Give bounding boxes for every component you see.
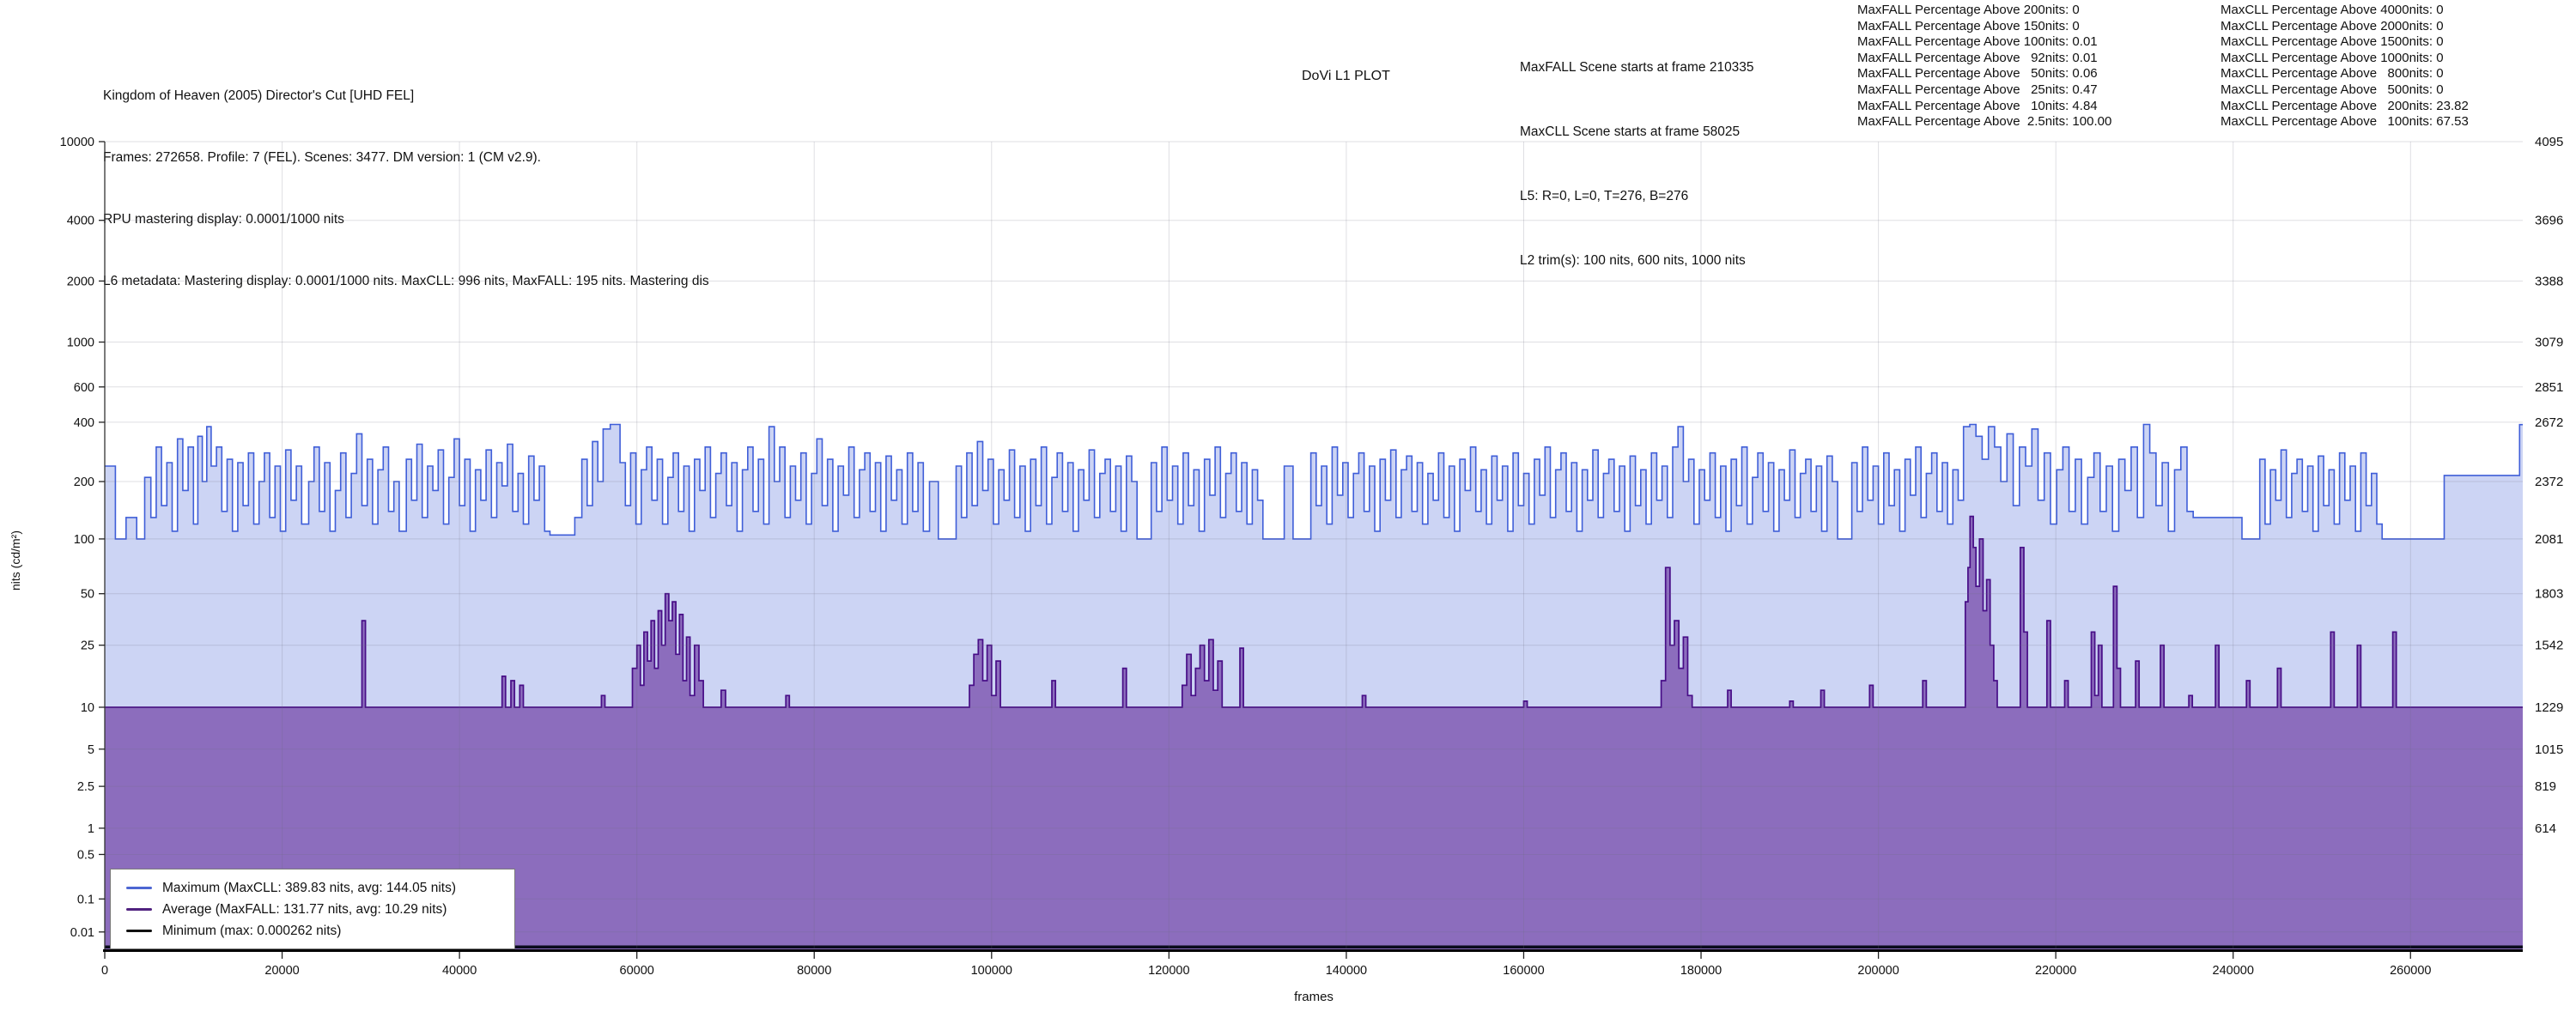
header-frames-line: Frames: 272658. Profile: 7 (FEL). Scenes…	[103, 150, 541, 165]
pq-code-label: 3079	[2535, 336, 2563, 350]
x-tick-label: 120000	[1148, 964, 1189, 978]
x-tick-label: 180000	[1680, 964, 1722, 978]
y-tick-label: 10	[81, 701, 94, 715]
x-tick-label: 140000	[1326, 964, 1367, 978]
x-axis-label: frames	[1294, 990, 1334, 1004]
maxcll-percentage-line-7: MaxCLL Percentage Above 100nits: 67.53	[2221, 114, 2469, 130]
maxfall-scene-line: MaxFALL Scene starts at frame 210335	[1520, 60, 1754, 75]
x-tick-label: 260000	[2390, 964, 2431, 978]
pq-code-label: 1542	[2535, 639, 2563, 653]
x-tick-label: 100000	[971, 964, 1012, 978]
plot-series-group	[105, 423, 2523, 949]
maxcll-percentage-line-1: MaxCLL Percentage Above 2000nits: 0	[2221, 18, 2444, 33]
x-tick-label: 0	[101, 964, 108, 978]
gridlines	[105, 141, 2523, 949]
x-tick-label: 60000	[620, 964, 654, 978]
x-tick-label: 160000	[1503, 964, 1544, 978]
x-tick-label: 240000	[2213, 964, 2254, 978]
pq-code-label: 3696	[2535, 214, 2563, 228]
maxcll-percentage-line-2: MaxCLL Percentage Above 1500nits: 0	[2221, 34, 2444, 50]
maxfall-percentage-line-5: MaxFALL Percentage Above 25nits: 0.47	[1857, 82, 2098, 97]
maxfall-percentage-line-1: MaxFALL Percentage Above 150nits: 0	[1857, 18, 2080, 33]
y-tick-label: 50	[81, 588, 94, 602]
y-tick-label: 5	[88, 743, 94, 757]
maximum-series-line	[105, 423, 2523, 540]
legend-row-average: Average (MaxFALL: 131.77 nits, avg: 10.2…	[119, 899, 506, 920]
legend-row-maximum: Maximum (MaxCLL: 389.83 nits, avg: 144.0…	[119, 877, 506, 899]
y-tick-label: 1000	[67, 336, 94, 350]
minimum-line-swatch	[126, 929, 152, 933]
maxfall-percentage-line-7: MaxFALL Percentage Above 2.5nits: 100.00	[1857, 114, 2112, 130]
maxfall-percentage-line-6: MaxFALL Percentage Above 10nits: 4.84	[1857, 98, 2098, 113]
pq-code-label: 2672	[2535, 415, 2563, 430]
y-tick-label: 2.5	[77, 780, 94, 794]
maxfall-percentage-line-4: MaxFALL Percentage Above 50nits: 0.06	[1857, 66, 2098, 82]
maxcll-percentage-line-5: MaxCLL Percentage Above 500nits: 0	[2221, 82, 2444, 97]
maxfall-percentages: MaxFALL Percentage Above 200nits: 0 MaxFA…	[1857, 3, 2111, 130]
y-axis-label: nits (cd/m²)	[9, 530, 22, 591]
average-series-line	[105, 515, 2523, 708]
y-tick-label: 0.5	[77, 848, 94, 862]
pq-code-label: 3388	[2535, 274, 2563, 288]
maxcll-scene-line: MaxCLL Scene starts at frame 58025	[1520, 124, 1741, 139]
y-tick-label: 600	[74, 381, 94, 395]
pq-code-label: 1015	[2535, 742, 2563, 757]
y-tick-label: 2000	[67, 275, 94, 288]
y-tick-label: 4000	[67, 215, 94, 228]
average-line-swatch	[126, 907, 152, 912]
maxfall-percentage-line-0: MaxFALL Percentage Above 200nits: 0	[1857, 3, 2080, 17]
y-tick-label: 25	[81, 639, 94, 653]
y-tick-label: 100	[74, 533, 94, 547]
header-rpu-line: RPU mastering display: 0.0001/1000 nits	[103, 212, 344, 227]
x-tick-label: 220000	[2035, 964, 2076, 978]
x-tick-label: 20000	[264, 964, 299, 978]
pq-code-label: 2372	[2535, 475, 2563, 489]
maximum-line-swatch	[126, 886, 152, 890]
x-tick-label: 40000	[442, 964, 477, 978]
maxcll-percentage-line-3: MaxCLL Percentage Above 1000nits: 0	[2221, 50, 2444, 65]
y-tick-label: 1	[88, 822, 94, 836]
y-tick-label: 10000	[60, 136, 94, 149]
pq-code-label: 4095	[2535, 135, 2563, 149]
legend: Maximum (MaxCLL: 389.83 nits, avg: 144.0…	[110, 869, 515, 949]
legend-average-label: Average (MaxFALL: 131.77 nits, avg: 10.2…	[162, 901, 447, 917]
pq-code-label: 2081	[2535, 532, 2563, 547]
header-info: Kingdom of Heaven (2005) Director's Cut …	[103, 45, 709, 312]
l2-trims-line: L2 trim(s): 100 nits, 600 nits, 1000 nit…	[1520, 253, 1746, 268]
scene-info-block: MaxFALL Scene starts at frame 210335 Max…	[1520, 14, 1754, 293]
plot-title: DoVi L1 PLOT	[1302, 69, 1390, 83]
pq-code-label: 1803	[2535, 587, 2563, 602]
y-tick-label: 0.1	[77, 893, 94, 906]
y-tick-label: 200	[74, 476, 94, 489]
maxcll-percentage-line-4: MaxCLL Percentage Above 800nits: 0	[2221, 66, 2444, 82]
legend-minimum-label: Minimum (max: 0.000262 nits)	[162, 923, 342, 938]
maxfall-percentage-line-3: MaxFALL Percentage Above 92nits: 0.01	[1857, 50, 2098, 65]
pq-code-label: 614	[2535, 821, 2556, 836]
average-series-area	[105, 516, 2523, 949]
x-tick-label: 200000	[1857, 964, 1899, 978]
maxcll-percentage-line-0: MaxCLL Percentage Above 4000nits: 0	[2221, 3, 2444, 17]
x-tick-label: 80000	[797, 964, 831, 978]
maxfall-percentage-line-2: MaxFALL Percentage Above 100nits: 0.01	[1857, 34, 2098, 50]
header-title: Kingdom of Heaven (2005) Director's Cut …	[103, 88, 415, 103]
y-tick-label: 0.01	[70, 926, 94, 940]
header-l6-line: L6 metadata: Mastering display: 0.0001/1…	[103, 274, 709, 288]
pq-code-label: 2851	[2535, 380, 2563, 395]
y-tick-label: 400	[74, 416, 94, 430]
pq-code-label: 1229	[2535, 700, 2563, 715]
maxcll-percentages: MaxCLL Percentage Above 4000nits: 0 MaxCL…	[2221, 3, 2469, 130]
maxcll-percentage-line-6: MaxCLL Percentage Above 200nits: 23.82	[2221, 98, 2469, 113]
legend-row-minimum: Minimum (max: 0.000262 nits)	[119, 920, 506, 942]
l5-line: L5: R=0, L=0, T=276, B=276	[1520, 189, 1689, 203]
legend-maximum-label: Maximum (MaxCLL: 389.83 nits, avg: 144.0…	[162, 880, 457, 895]
pq-code-label: 819	[2535, 779, 2556, 794]
